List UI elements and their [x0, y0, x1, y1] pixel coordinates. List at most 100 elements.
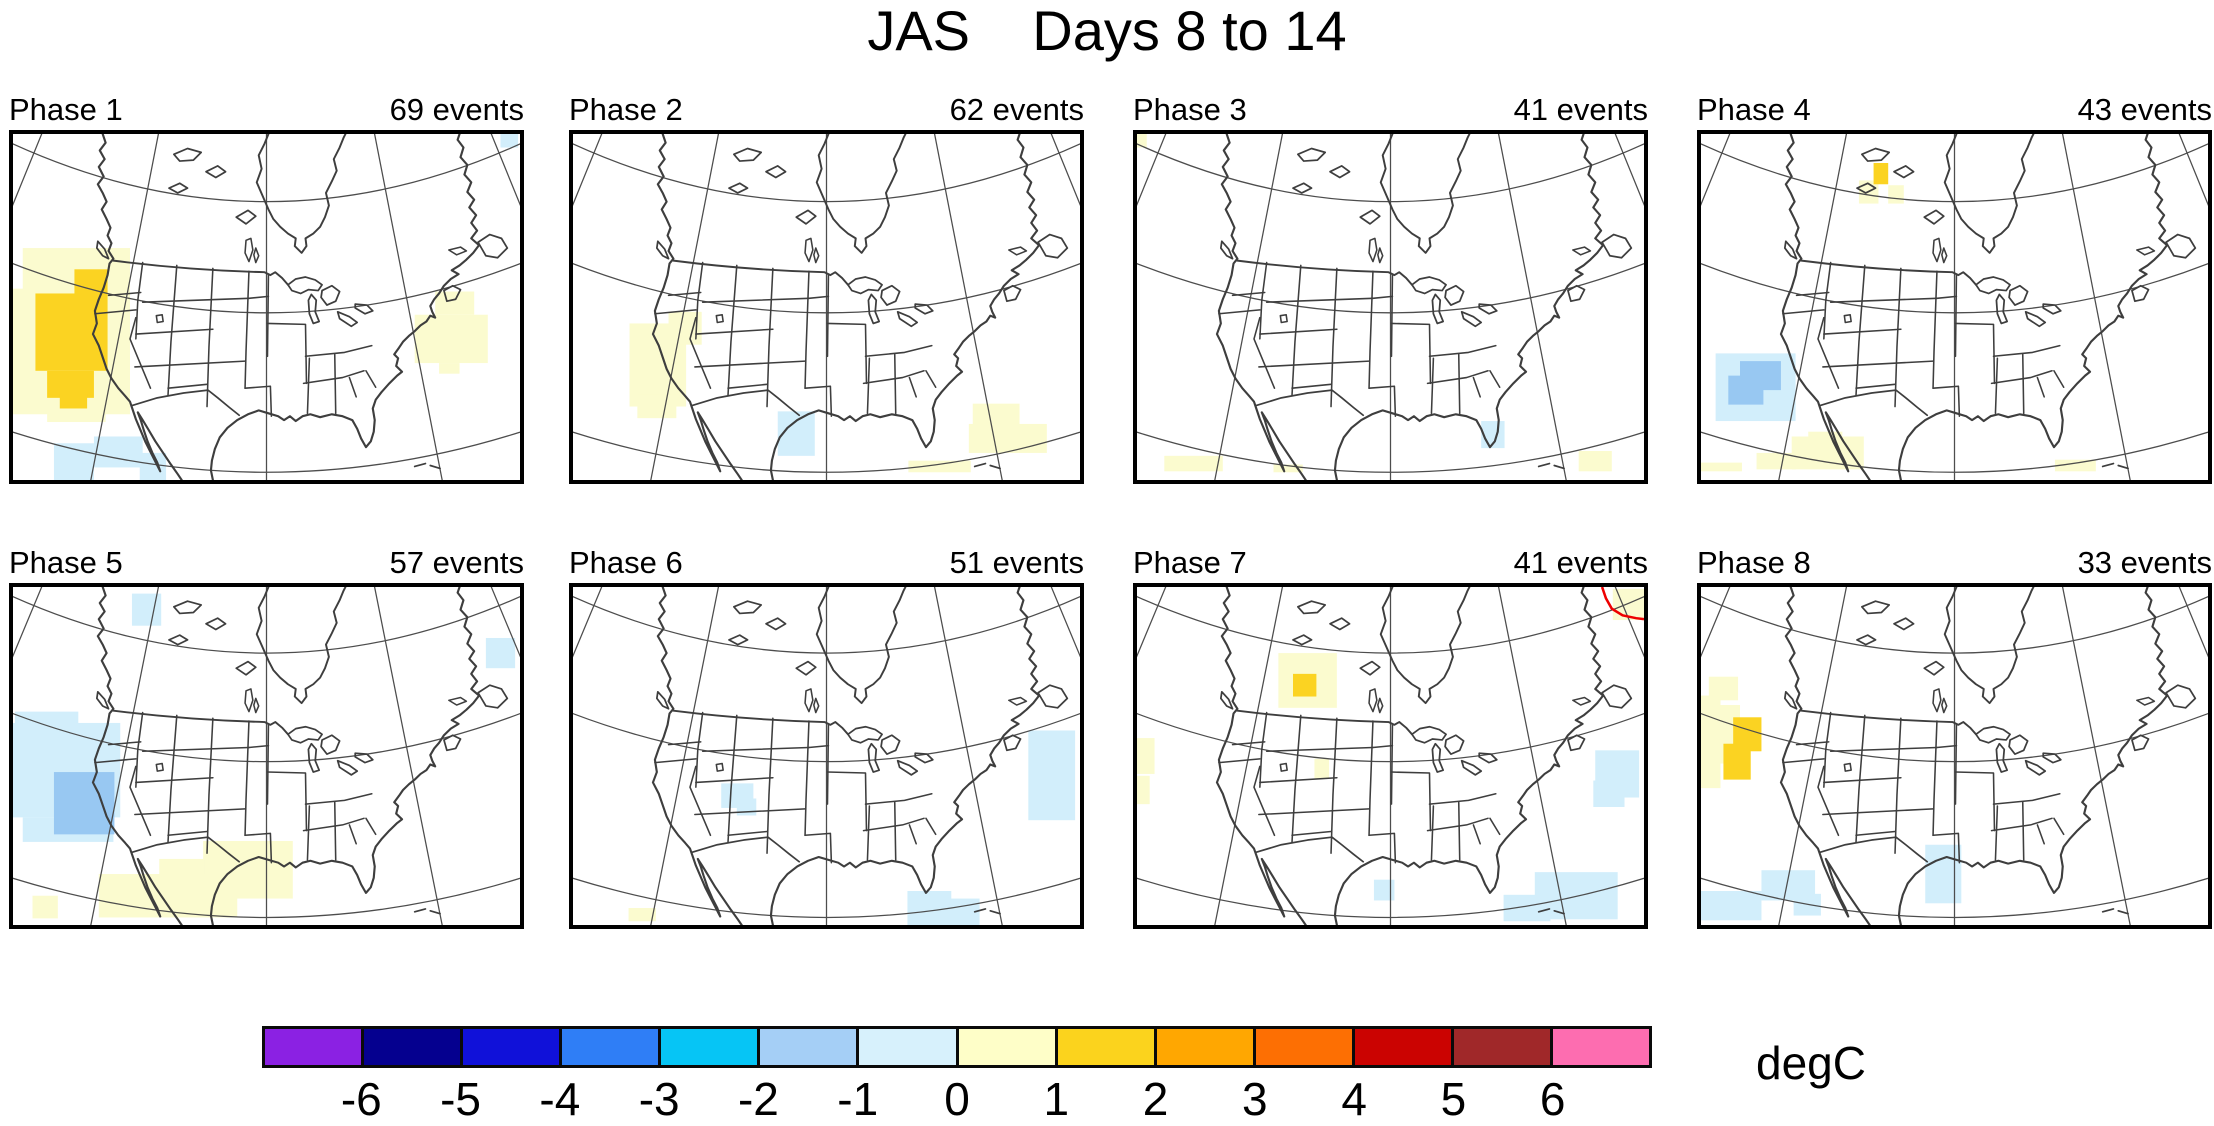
colorbar-segment [955, 1029, 1055, 1065]
anomaly-patch [907, 891, 952, 925]
colorbar-tick-label: -2 [737, 1073, 779, 1125]
map-outlines [651, 134, 1069, 480]
anomaly-patch [1888, 185, 1904, 204]
anomaly-patch [1728, 375, 1764, 405]
graticule [1701, 587, 2208, 925]
anomaly-patch [1578, 451, 1612, 472]
anomaly-patch [1723, 743, 1751, 780]
map-frame [1697, 130, 2212, 484]
colorbar-tick-label: 6 [1539, 1073, 1566, 1125]
anomaly-patch [93, 436, 143, 468]
anomaly-patch [500, 134, 519, 148]
anomaly-patch [1137, 738, 1155, 774]
colorbar-tick-label: -3 [638, 1073, 680, 1125]
phase-panel: Phase 6 51 events [569, 539, 1084, 929]
panel-header: Phase 6 51 events [569, 539, 1084, 583]
graticule [1137, 587, 1644, 925]
graticule [573, 587, 1080, 925]
map-canvas [13, 134, 520, 480]
anomaly-patch [1756, 452, 1796, 470]
events-count: 43 events [2077, 92, 2212, 127]
map-canvas [1137, 587, 1644, 925]
anomaly-patch-group [628, 908, 656, 922]
graticule [13, 134, 520, 480]
colorbar-tick-label: -5 [440, 1073, 482, 1125]
panel-header: Phase 7 41 events [1133, 539, 1648, 583]
colorbar-segment [856, 1029, 956, 1065]
colorbar-segment [1252, 1029, 1352, 1065]
colorbar-segment [265, 1029, 362, 1065]
phase-label: Phase 1 [9, 92, 123, 127]
map-outlines [1215, 134, 1633, 480]
map-frame [9, 583, 524, 929]
map-frame [1133, 130, 1648, 484]
phase-panel: Phase 3 41 events [1133, 86, 1648, 484]
panel-header: Phase 8 33 events [1697, 539, 2212, 583]
anomaly-patch [1373, 879, 1395, 901]
map-frame [1697, 583, 2212, 929]
map-frame [1133, 583, 1648, 929]
events-count: 51 events [949, 545, 1084, 580]
colorbar-segment [559, 1029, 659, 1065]
anomaly-patch [1293, 673, 1317, 697]
anomaly-patch [628, 908, 656, 922]
phase-label: Phase 5 [9, 545, 123, 580]
anomaly-patch-group [1137, 588, 1644, 805]
anomaly-patch [1164, 455, 1223, 472]
anomaly-patch-group [1137, 134, 1612, 473]
anomaly-patch [1701, 695, 1721, 789]
map-canvas [573, 587, 1080, 925]
events-count: 57 events [389, 545, 524, 580]
anomaly-patch [1137, 775, 1150, 805]
anomaly-patch [1028, 730, 1076, 821]
graticule [1137, 134, 1644, 480]
map-canvas [573, 134, 1080, 480]
anomaly-patch [32, 895, 58, 919]
map-canvas [1701, 587, 2208, 925]
colorbar-unit-label: degC [1756, 1037, 1866, 1089]
map-frame [9, 130, 524, 484]
phase-panel: Phase 7 41 events [1133, 539, 1648, 929]
anomaly-patch [1701, 462, 1742, 472]
anomaly-patch [1708, 676, 1739, 701]
anomaly-patch [1137, 134, 1147, 148]
events-count: 62 events [949, 92, 1084, 127]
anomaly-patch [414, 314, 488, 364]
colorbar-tick-label: 4 [1341, 1073, 1367, 1125]
panel-header: Phase 3 41 events [1133, 86, 1648, 130]
colorbar-segment [1054, 1029, 1154, 1065]
colorbar-tick-label: 0 [944, 1073, 970, 1125]
anomaly-patch-group [32, 840, 293, 919]
map-outlines [91, 587, 509, 925]
anomaly-patch [1701, 891, 1762, 921]
anomaly-patch [485, 637, 516, 669]
events-count: 41 events [1513, 92, 1648, 127]
phase-label: Phase 7 [1133, 545, 1247, 580]
phase-label: Phase 6 [569, 545, 683, 580]
phase-label: Phase 4 [1697, 92, 1811, 127]
phase-panel: Phase 4 43 events [1697, 86, 2212, 484]
events-count: 69 events [389, 92, 524, 127]
anomaly-patch [1925, 844, 1962, 904]
panel-header: Phase 4 43 events [1697, 86, 2212, 130]
colorbar [262, 1026, 1652, 1068]
graticule [573, 134, 1080, 480]
map-outlines [651, 587, 1069, 925]
anomaly-patch [968, 423, 1047, 453]
phase-panel: Phase 1 69 events [9, 86, 524, 484]
colorbar-ticks: -6 -5 -4 -3 -2 -1 0 1 2 3 4 5 6 [262, 1072, 1652, 1125]
figure-title: JAS Days 8 to 14 [867, 0, 1347, 62]
map-outlines [1215, 587, 1633, 925]
anomaly-patch-group [629, 311, 1047, 473]
panel-header: Phase 5 57 events [9, 539, 524, 583]
colorbar-segment [1153, 1029, 1253, 1065]
anomaly-patch [1314, 758, 1330, 779]
anomaly-patch-group [1728, 361, 1781, 405]
anomaly-patch-group [1723, 717, 1762, 780]
panel-header: Phase 2 62 events [569, 86, 1084, 130]
colorbar-segment [1351, 1029, 1451, 1065]
anomaly-patch-group [1701, 844, 1962, 921]
colorbar-tick-label: 5 [1440, 1073, 1467, 1125]
anomaly-patch-group [53, 772, 115, 835]
anomaly-patch-group [1873, 162, 1889, 185]
